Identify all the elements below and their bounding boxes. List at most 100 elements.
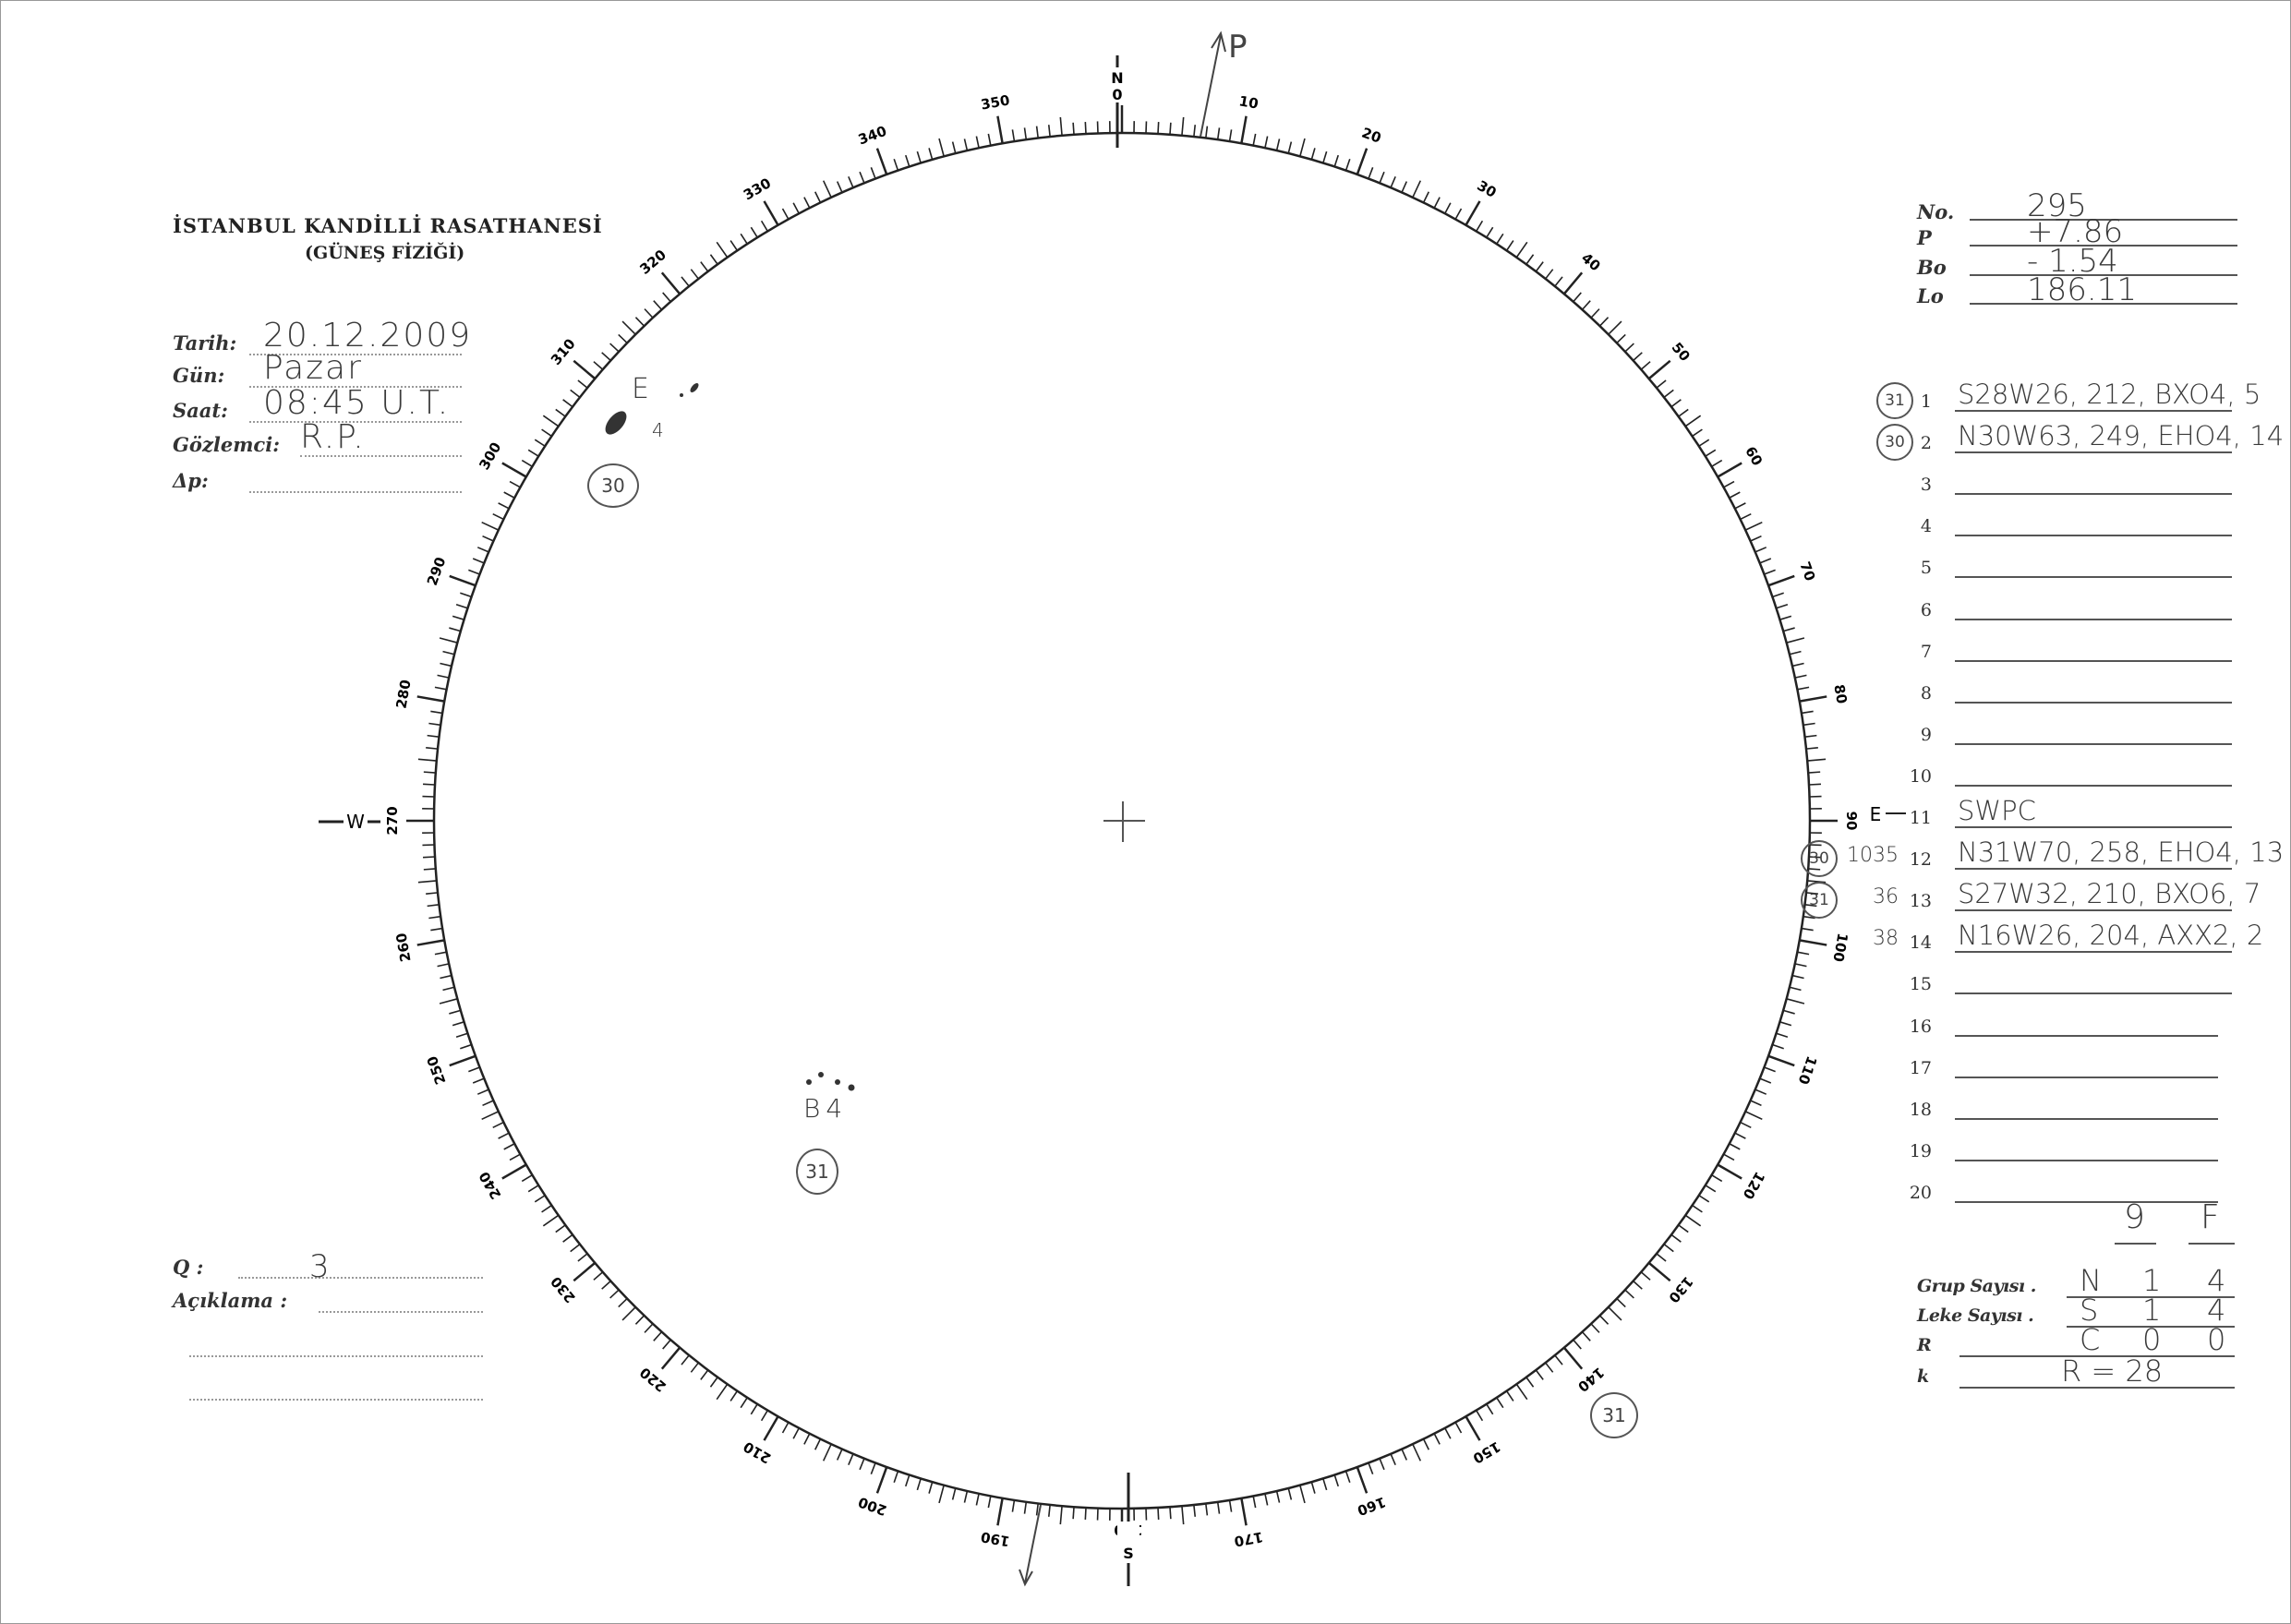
degree-tick (1616, 333, 1626, 344)
degree-tick (439, 998, 458, 1004)
summary-value[interactable]: 4 (2207, 1293, 2226, 1328)
degree-tick (1344, 1471, 1351, 1483)
degree-tick (455, 604, 468, 609)
summary-value[interactable]: S (2080, 1293, 2099, 1328)
degree-tick (1333, 154, 1339, 167)
degree-tick (1779, 615, 1792, 620)
group-row-number: 20 (1909, 1182, 1932, 1203)
degree-tick (1072, 1507, 1075, 1520)
degree-label: 40 (1578, 249, 1604, 274)
degree-label: 80 (1830, 683, 1850, 705)
summary-value[interactable]: C (2080, 1322, 2101, 1357)
degree-tick (1157, 121, 1160, 135)
group-row-value[interactable]: SWPC (1958, 795, 2036, 826)
degree-tick (618, 1297, 628, 1308)
q-label: Q : (173, 1256, 204, 1279)
summary-value[interactable]: R = 28 (2061, 1353, 2164, 1389)
degree-tick (1723, 480, 1735, 488)
degree-tick (601, 352, 611, 362)
degree-tick (763, 1415, 779, 1441)
group-row-number: 19 (1909, 1140, 1932, 1161)
group-row-value[interactable]: N31W70, 258, EHO4, 13 (1958, 836, 2285, 869)
degree-tick (760, 220, 768, 232)
south-label: S (1123, 1545, 1134, 1562)
degree-tick (1310, 148, 1316, 161)
note-line[interactable] (319, 1311, 483, 1313)
obs-value[interactable]: 08:45 U.T. (263, 384, 451, 422)
degree-tick (938, 1485, 945, 1504)
group-row-number: 1 (1920, 391, 1932, 412)
group-row-line (1955, 1117, 2218, 1120)
group-row-value[interactable]: S28W26, 212, BXO4, 5 (1958, 379, 2261, 410)
degree-tick (1772, 1043, 1784, 1050)
degree-tick (482, 1100, 494, 1107)
summary-value[interactable]: N (2080, 1263, 2102, 1298)
degree-tick (681, 276, 690, 287)
degree-tick (541, 1204, 552, 1213)
degree-tick (1422, 1438, 1430, 1450)
obs-value[interactable]: 20.12.2009 (263, 317, 473, 355)
group-row-value[interactable]: N30W63, 249, EHO4, 14 (1958, 420, 2285, 452)
degree-tick (1023, 127, 1028, 140)
degree-tick (690, 1362, 699, 1373)
summary-label: Leke Sayısı . (1917, 1305, 2034, 1326)
degree-tick (577, 1253, 588, 1262)
summary-value[interactable]: 1 (2142, 1293, 2162, 1328)
summary-value[interactable]: 0 (2207, 1322, 2226, 1357)
note-line[interactable] (189, 1355, 483, 1357)
degree-tick (426, 892, 439, 896)
degree-tick (542, 415, 560, 427)
degree-tick (430, 710, 443, 715)
obs-field-line (249, 386, 462, 388)
degree-tick (1181, 116, 1185, 136)
obs-value[interactable]: R.P. (300, 418, 366, 456)
summary-value[interactable]: 1 (2142, 1263, 2162, 1298)
summary-value[interactable]: 4 (2207, 1263, 2226, 1298)
degree-tick (503, 1143, 515, 1150)
pole-axis-south-line (1024, 1504, 1042, 1584)
degree-label: 330 (741, 174, 774, 203)
degree-tick (501, 462, 527, 478)
degree-tick (1344, 159, 1351, 171)
group-row-value[interactable]: N16W26, 204, AXX2, 2 (1958, 920, 2264, 952)
degree-tick (1794, 674, 1807, 679)
degree-tick (1505, 240, 1514, 251)
ephemeris-value[interactable]: 295 (2027, 187, 2087, 224)
degree-tick (573, 359, 597, 380)
note-line[interactable] (189, 1399, 483, 1401)
group-row-number: 3 (1920, 475, 1932, 496)
obs-value[interactable]: Pazar (263, 349, 363, 387)
degree-tick (1759, 1077, 1772, 1084)
ephemeris-value[interactable]: +7.86 (2027, 213, 2124, 250)
sunspot-small (680, 393, 683, 397)
summary-value[interactable]: 0 (2142, 1322, 2162, 1357)
ephemeris-value[interactable]: 186.11 (2027, 271, 2137, 308)
degree-tick (1252, 133, 1257, 146)
ephemeris-value[interactable]: - 1.54 (2027, 243, 2118, 280)
degree-tick (1684, 415, 1702, 427)
degree-tick (1505, 1390, 1514, 1401)
degree-tick (700, 1369, 709, 1380)
degree-scale (406, 105, 1838, 1536)
solar-limb-circle (432, 131, 1812, 1510)
degree-tick (527, 1185, 539, 1193)
degree-label: 70 (1796, 559, 1818, 583)
q-value[interactable]: 3 (309, 1248, 330, 1285)
degree-tick (987, 133, 992, 146)
degree-tick (1692, 428, 1703, 438)
degree-tick (1084, 1507, 1087, 1521)
degree-tick (653, 1331, 663, 1341)
group-code-circle: 30 (1876, 424, 1913, 462)
group-row-value[interactable]: S27W32, 210, BXO6, 7 (1958, 878, 2261, 910)
degree-tick (1678, 1224, 1689, 1233)
degree-tick (437, 674, 450, 679)
degree-tick (1390, 175, 1396, 188)
degree-tick (1476, 220, 1484, 232)
degree-tick (501, 1163, 527, 1180)
degree-tick (1169, 1507, 1172, 1520)
degree-tick (1624, 343, 1634, 353)
degree-tick (593, 1271, 604, 1281)
degree-tick (814, 1438, 822, 1450)
group-row-number: 7 (1920, 641, 1932, 662)
group-row-line (1955, 576, 2232, 579)
